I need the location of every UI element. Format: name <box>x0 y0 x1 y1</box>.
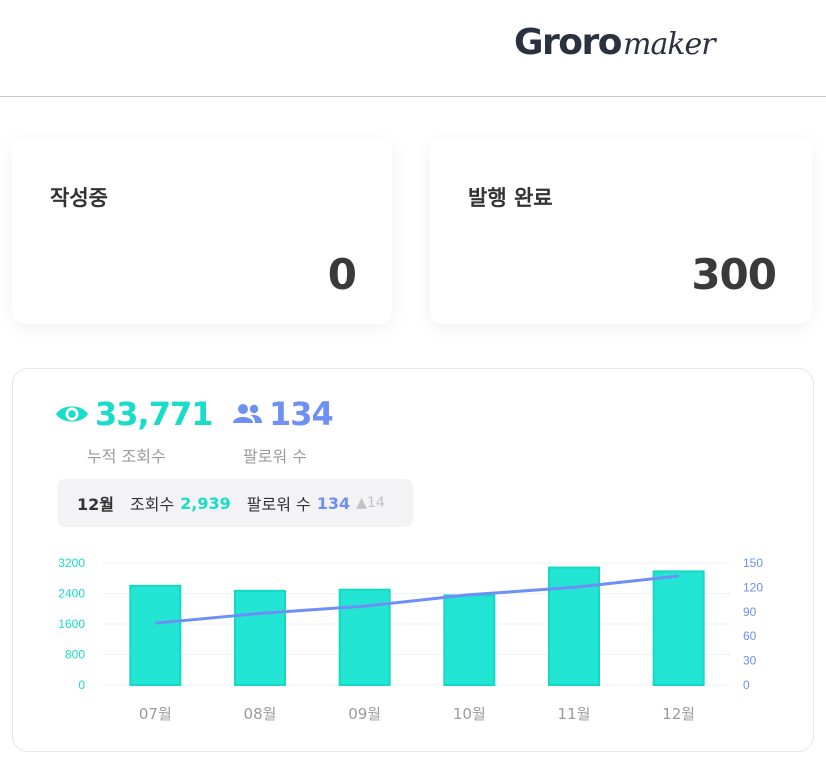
people-icon <box>231 403 263 425</box>
x-axis-tick: 12월 <box>662 705 695 723</box>
bar <box>443 594 496 686</box>
total-views-metric: 33,771 누적 조회수 <box>55 395 213 466</box>
summary-month: 12월 <box>77 495 114 514</box>
bar <box>234 589 286 686</box>
left-axis-tick: 3200 <box>58 556 85 570</box>
draft-label: 작성중 <box>50 186 108 210</box>
bar <box>129 584 182 686</box>
x-axis-tick: 09월 <box>348 705 381 723</box>
summary-followers-label: 팔로워 수 <box>246 495 311 514</box>
x-axis-tick: 08월 <box>244 705 277 723</box>
total-views-caption: 누적 조회수 <box>87 447 166 466</box>
left-axis-tick: 800 <box>65 648 85 662</box>
total-views-value: 33,771 <box>95 395 213 433</box>
left-axis-tick: 2400 <box>58 587 85 601</box>
followers-caption: 팔로워 수 <box>243 447 307 466</box>
summary-views-value: 2,939 <box>180 493 231 513</box>
app-header: Groro maker <box>0 0 826 97</box>
x-axis-tick: 10월 <box>453 705 486 723</box>
left-axis-tick: 1600 <box>58 617 85 631</box>
right-axis-tick: 90 <box>743 605 757 619</box>
followers-line <box>155 574 679 625</box>
published-stat-card[interactable]: 발행 완료 300 <box>430 138 812 324</box>
logo-text-light: maker <box>623 27 716 62</box>
logo-text-bold: Groro <box>514 22 623 63</box>
right-axis-tick: 120 <box>743 580 763 594</box>
bar <box>652 570 705 687</box>
analytics-card: 33,771 누적 조회수 134 팔로워 수 12월 조회수 2,939 팔로… <box>12 368 814 752</box>
followers-value: 134 <box>269 395 334 433</box>
right-axis-tick: 0 <box>743 678 750 692</box>
followers-metric: 134 팔로워 수 <box>231 395 334 466</box>
summary-views-label: 조회수 <box>130 495 175 514</box>
published-count: 300 <box>691 250 777 299</box>
x-axis-tick: 11월 <box>558 705 591 723</box>
right-axis-tick: 150 <box>743 556 763 570</box>
x-axis-tick: 07월 <box>139 705 172 723</box>
summary-followers-delta: ▲14 <box>356 495 385 511</box>
summary-followers-value: 134 <box>316 493 351 513</box>
published-label: 발행 완료 <box>468 186 553 210</box>
right-axis-tick: 30 <box>743 654 757 668</box>
right-axis-tick: 60 <box>743 629 757 643</box>
monthly-chart: 0 800 1600 2400 3200 0 30 60 90 120 150 07월 08월 09월 10… <box>58 556 763 723</box>
left-axis-tick: 0 <box>78 678 85 692</box>
eye-icon <box>55 402 89 426</box>
groro-maker-logo[interactable]: Groro maker <box>514 22 716 70</box>
draft-count: 0 <box>327 250 357 299</box>
monthly-summary: 12월 조회수 2,939 팔로워 수 134 ▲14 <box>57 479 413 527</box>
draft-stat-card[interactable]: 작성중 0 <box>12 138 392 324</box>
